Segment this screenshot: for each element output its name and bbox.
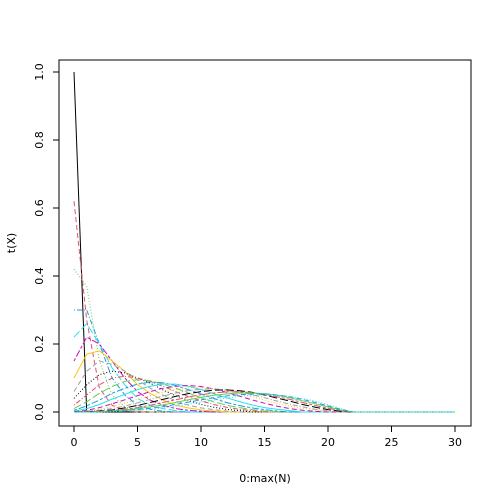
y-tick-label: 1.0 [33,63,46,81]
x-tick-label: 10 [194,436,208,449]
y-tick-label: 0.4 [33,267,46,285]
series-line-20 [74,393,455,413]
x-tick-label: 30 [448,436,462,449]
x-tick-label: 25 [385,436,399,449]
x-axis: 0 5 10 15 20 25 30 [71,425,462,449]
x-tick-label: 20 [321,436,335,449]
series-line-11 [73,379,455,413]
y-axis-title: t(X) [5,233,18,253]
x-tick-label: 5 [134,436,141,449]
y-axis: 0.0 0.2 0.4 0.6 0.8 1.0 [33,63,60,421]
x-tick-label: 15 [258,436,272,449]
series-layer [73,71,455,413]
series-line-10 [73,375,455,413]
x-tick-label: 0 [71,436,78,449]
x-axis-title: 0:max(N) [239,472,290,485]
series-line-18 [74,391,455,413]
series-line-16 [73,388,455,413]
y-tick-label: 0.8 [33,131,46,149]
y-tick-label: 0.6 [33,199,46,217]
series-line-21 [74,394,455,413]
y-tick-label: 0.2 [33,335,46,353]
y-tick-label: 0.0 [33,403,46,421]
